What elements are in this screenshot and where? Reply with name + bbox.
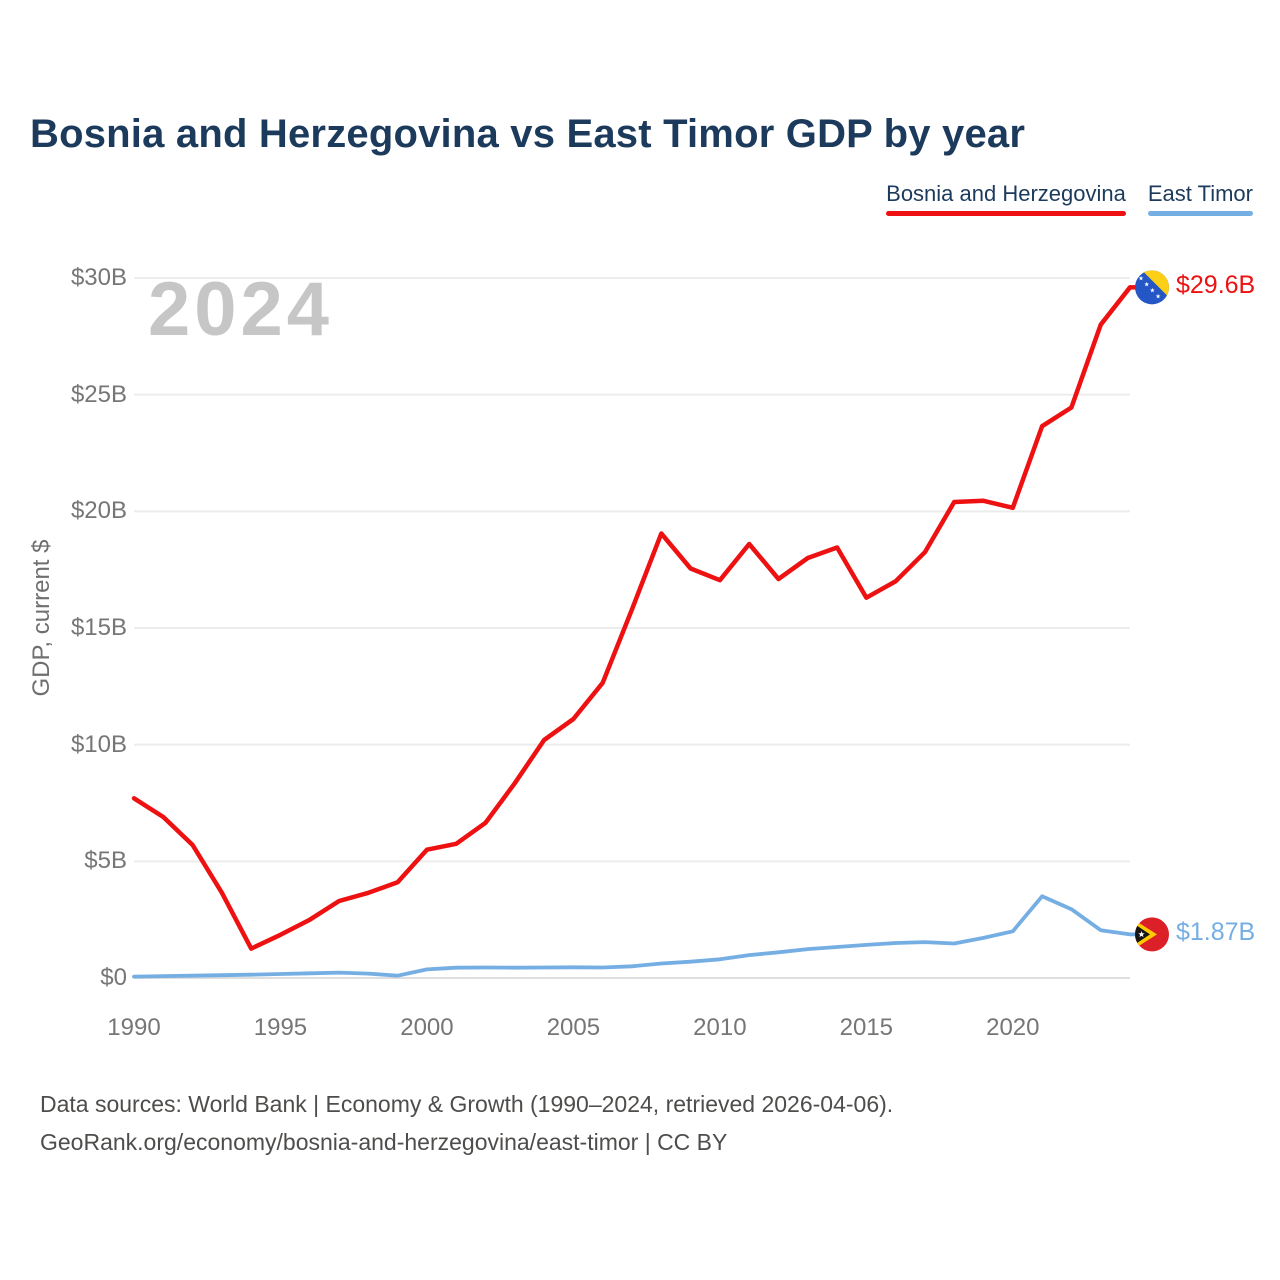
legend-item-bosnia-and-herzegovina[interactable]: Bosnia and Herzegovina <box>886 181 1126 216</box>
bosnia-and-herzegovina-gdp-line <box>131 285 1133 951</box>
footer-attribution-line: GeoRank.org/economy/bosnia-and-herzegovi… <box>40 1129 728 1155</box>
legend-label: East Timor <box>1147 181 1253 206</box>
watermark-year: 2024 <box>148 267 334 352</box>
bosnia-and-herzegovina-flag-icon <box>1135 270 1169 305</box>
footer: Data sources: World Bank | Economy & Gro… <box>40 1085 893 1161</box>
east-timor-end-value-label: $1.87B <box>1176 918 1256 947</box>
legend-item-east-timor[interactable]: East Timor <box>1147 181 1253 216</box>
legend: Bosnia and Herzegovina East Timor <box>886 181 1253 216</box>
legend-label: Bosnia and Herzegovina <box>886 181 1126 206</box>
y-axis-title: GDP, current $ <box>28 539 55 697</box>
legend-underline-bosnia-and-herzegovina <box>886 211 1126 216</box>
footer-sources-line: Data sources: World Bank | Economy & Gro… <box>40 1091 894 1117</box>
legend-underline-east-timor <box>1147 211 1253 216</box>
east-timor-gdp-line <box>132 894 1132 979</box>
bosnia-and-herzegovina-end-value-label: $29.6B <box>1176 271 1256 300</box>
page-title: Bosnia and Herzegovina vs East Timor GDP… <box>30 112 1026 156</box>
east-timor-flag-icon <box>1135 917 1169 952</box>
